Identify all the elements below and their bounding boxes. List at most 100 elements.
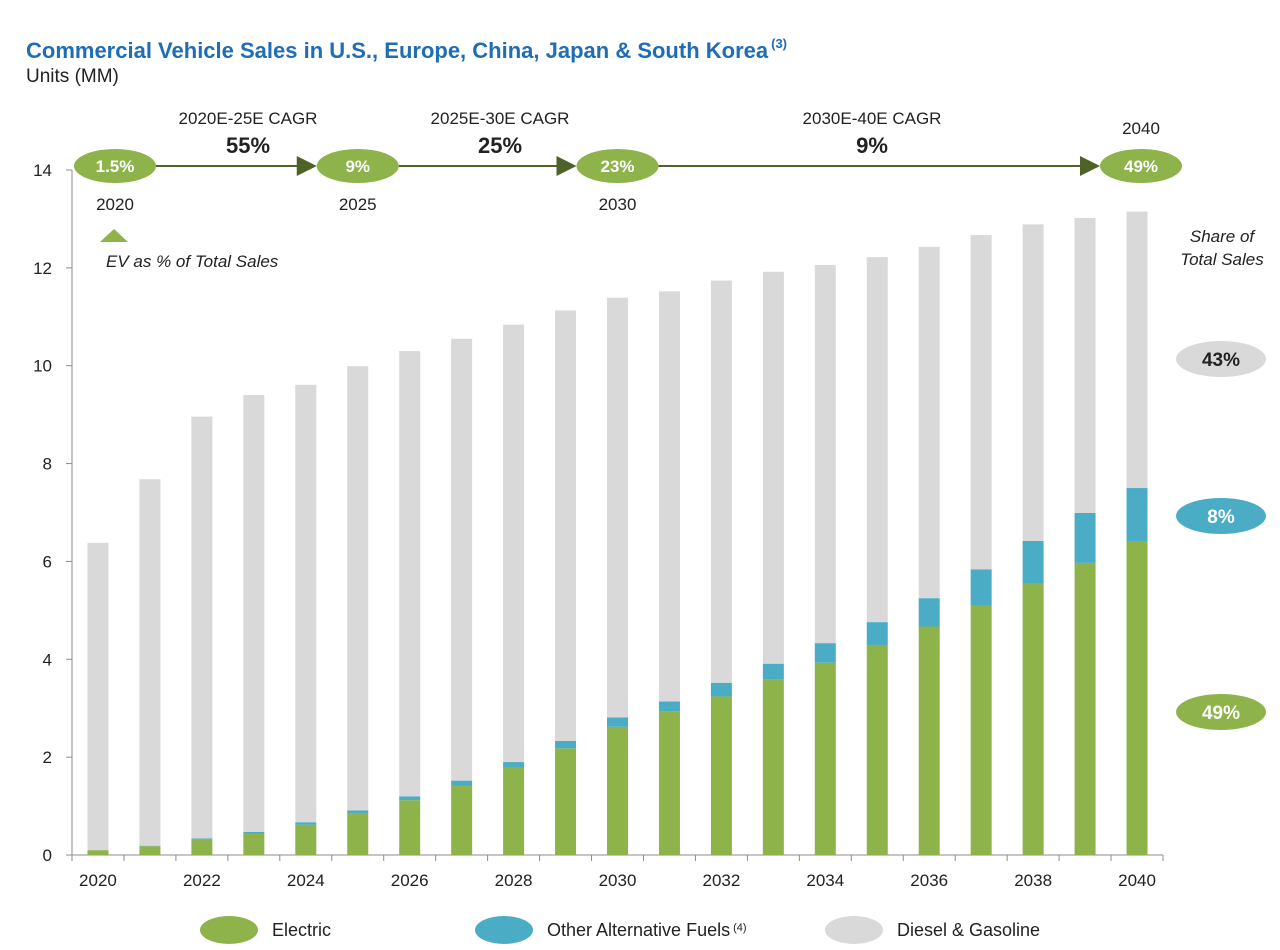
bar-electric-2037: [970, 605, 992, 855]
bar-electric-2038: [1022, 583, 1044, 855]
bar-electric-2030: [607, 726, 628, 855]
bar-electric-2033: [762, 679, 784, 855]
legend-swatch-diesel: [825, 916, 883, 944]
bar-other-alt-2030: [607, 717, 628, 727]
bar-electric-2027: [451, 785, 473, 855]
chart-title-text: Commercial Vehicle Sales in U.S., Europe…: [26, 38, 769, 63]
bar-electric-2036: [918, 626, 940, 855]
x-tick-label: 2022: [183, 871, 221, 890]
bar-electric-2039: [1074, 562, 1096, 855]
bar-diesel-2023: [243, 395, 265, 833]
share-title-line2: Total Sales: [1180, 250, 1264, 269]
y-tick-label: 6: [43, 552, 52, 571]
bar-electric-2029: [555, 748, 577, 855]
ev-share-year: 2040: [1122, 119, 1160, 138]
bar-other-alt-2038: [1022, 540, 1044, 584]
legend-footnote-other-alt: (4): [733, 922, 747, 934]
ev-share-oval: [316, 149, 399, 183]
ev-share-oval: [1100, 149, 1182, 183]
bar-other-alt-2033: [762, 663, 784, 680]
bar-diesel-2038: [1022, 224, 1044, 541]
ev-share-value: 23%: [600, 157, 634, 176]
bar-electric-2035: [866, 645, 888, 855]
y-tick-label: 10: [33, 357, 52, 376]
y-tick-label: 4: [43, 650, 52, 669]
legend-label-other-alt: Other Alternative Fuels: [547, 919, 731, 940]
x-tick-label: 2026: [391, 871, 429, 890]
legend-item-electric: Electric: [200, 915, 331, 945]
bar-electric-2040: [1126, 541, 1148, 855]
share-oval: [1176, 694, 1266, 730]
x-tick-label: 2038: [1014, 871, 1052, 890]
cagr-value: 55%: [226, 133, 270, 158]
share-value: 49%: [1202, 703, 1240, 724]
bar-diesel-2024: [295, 384, 317, 823]
ev-share-year: 2025: [339, 195, 377, 214]
cagr-value: 25%: [478, 133, 522, 158]
bar-electric-2032: [710, 696, 732, 855]
bar-other-alt-2036: [918, 598, 940, 627]
bar-electric-2024: [295, 824, 317, 855]
legend-swatch-other-alt: [475, 916, 533, 944]
y-tick-label: 2: [43, 748, 52, 767]
bar-diesel-2025: [347, 366, 369, 811]
ev-share-year: 2020: [96, 195, 134, 214]
bar-other-alt-2032: [710, 682, 732, 697]
bar-other-alt-2040: [1126, 488, 1148, 542]
legend-label-diesel: Diesel & Gasoline: [897, 919, 1041, 940]
share-oval: [1176, 498, 1266, 534]
bar-diesel-2032: [710, 280, 732, 683]
bar-diesel-2037: [970, 235, 992, 570]
ev-share-value: 9%: [345, 157, 370, 176]
legend-swatch-electric: [200, 916, 258, 944]
bar-diesel-2031: [658, 291, 680, 702]
cagr-value: 9%: [856, 133, 888, 158]
bar-diesel-2030: [607, 297, 628, 718]
bar-diesel-2021: [139, 479, 161, 846]
bar-diesel-2034: [814, 264, 836, 644]
bar-other-alt-2022: [191, 838, 213, 840]
bar-electric-2022: [191, 839, 213, 855]
y-tick-label: 0: [43, 846, 52, 865]
y-tick-label: 8: [43, 455, 52, 474]
y-tick-label: 12: [33, 259, 52, 278]
ev-share-value: 1.5%: [96, 157, 135, 176]
ev-note-label: EV as % of Total Sales: [106, 252, 279, 271]
x-tick-label: 2036: [910, 871, 948, 890]
x-tick-label: 2028: [495, 871, 533, 890]
bar-other-alt-2039: [1074, 512, 1096, 563]
bar-electric-2028: [503, 767, 525, 855]
cagr-period: 2020E-25E CAGR: [179, 109, 318, 128]
bar-diesel-2036: [918, 246, 940, 599]
bar-electric-2021: [139, 846, 161, 855]
legend-label-electric: Electric: [272, 919, 332, 940]
bar-diesel-2040: [1126, 211, 1148, 489]
bar-other-alt-2028: [503, 762, 525, 768]
share-oval: [1176, 341, 1266, 377]
bar-other-alt-2029: [555, 740, 577, 749]
bar-diesel-2027: [451, 338, 473, 781]
bar-other-alt-2026: [399, 796, 421, 801]
bar-other-alt-2027: [451, 780, 473, 786]
bar-other-alt-2024: [295, 822, 317, 825]
bar-electric-2034: [814, 662, 836, 855]
ev-share-oval: [74, 149, 156, 183]
bar-diesel-2035: [866, 257, 888, 623]
x-tick-label: 2032: [702, 871, 740, 890]
cagr-period: 2025E-30E CAGR: [431, 109, 570, 128]
bar-electric-2020: [87, 850, 109, 855]
x-tick-label: 2030: [599, 871, 637, 890]
legend-item-diesel: Diesel & Gasoline: [825, 915, 1040, 945]
title-footnote: (3): [771, 36, 787, 51]
chart-title: Commercial Vehicle Sales in U.S., Europe…: [26, 36, 787, 64]
share-value: 43%: [1202, 350, 1240, 371]
ev-share-oval: [576, 149, 659, 183]
bar-diesel-2039: [1074, 217, 1096, 513]
y-tick-label: 14: [33, 161, 52, 180]
chart-canvas: 0 2 4 6 8 10 12 14 2020 2022 2024 2026 2028 2030 2032 2…: [33, 109, 1266, 890]
legend-item-other-alt: Other Alternative Fuels (4): [475, 915, 747, 945]
bar-other-alt-2034: [814, 643, 836, 663]
bar-other-alt-2023: [243, 832, 265, 834]
ev-share-year: 2030: [599, 195, 637, 214]
bar-diesel-2026: [399, 351, 421, 797]
